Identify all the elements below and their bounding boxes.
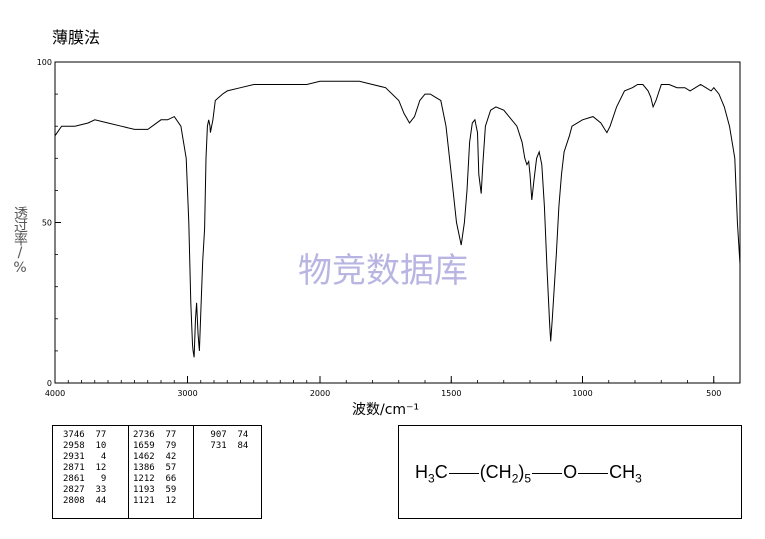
peak-row: 2871 12: [63, 463, 107, 473]
x-tick-label: 4000: [45, 389, 65, 398]
methyl-left: H3C: [415, 462, 448, 486]
peak-row: 907 74: [205, 430, 249, 440]
y-tick-label: 0: [47, 379, 52, 388]
peak-row: 1386 57: [133, 463, 177, 473]
peak-table-divider: [128, 426, 129, 518]
peak-row: 3746 77: [63, 430, 107, 440]
x-axis-label-text: 波数/cm⁻¹: [352, 402, 420, 418]
peak-row: 731 84: [205, 441, 249, 451]
peak-row: 1659 79: [133, 441, 177, 451]
peak-row: 2861 9: [63, 474, 107, 484]
ch2-group: (CH2)5: [479, 462, 532, 486]
peak-row: 2827 33: [63, 485, 107, 495]
x-tick-label: 500: [706, 389, 721, 398]
x-tick-label: 3000: [177, 389, 197, 398]
structure-box: H3C (CH2)5 O CH3: [398, 425, 742, 519]
peak-row: 2931 4: [63, 452, 107, 462]
y-axis-label: 透过率/%: [12, 206, 28, 275]
y-tick-label: 100: [37, 58, 52, 67]
x-axis-label: 波数/cm⁻¹: [352, 399, 419, 419]
peak-row: 2736 77: [133, 430, 177, 440]
peak-column-1: 3746 77 2958 10 2931 4 2871 12 2861 9 2827 33…: [63, 430, 106, 507]
peak-row: 2958 10: [63, 441, 107, 451]
bond-line: [532, 472, 563, 474]
peak-table: 3746 77 2958 10 2931 4 2871 12 2861 9 2827 33…: [52, 425, 262, 519]
peak-column-3: 907 74 731 84: [205, 430, 248, 452]
peak-row: 1121 12: [133, 496, 177, 506]
peak-column-2: 2736 77 1659 79 1462 42 1386 57 1212 66 1193 …: [133, 430, 176, 507]
y-tick-label: 50: [42, 219, 52, 228]
ch2-count: 5: [524, 471, 532, 486]
page-title: 薄膜法: [52, 28, 101, 47]
x-tick-label: 1500: [441, 389, 461, 398]
bond-line: [578, 472, 609, 474]
peak-row: 1193 59: [133, 485, 177, 495]
spectrum-line: [54, 80, 741, 358]
peak-row: 2808 44: [63, 496, 107, 506]
peak-row: 1212 66: [133, 474, 177, 484]
x-tick-label: 1000: [572, 389, 592, 398]
plot-frame: [54, 61, 741, 384]
structural-formula: H3C (CH2)5 O CH3: [415, 462, 642, 486]
methyl-right: CH3: [609, 462, 642, 486]
x-tick-label: 2000: [310, 389, 330, 398]
ir-spectrum-chart: 物竞数据库 4000 3000 2000 1500 1000 500 0 50 100: [37, 58, 741, 398]
peak-row: 1462 42: [133, 452, 177, 462]
oxygen-atom: O: [563, 462, 578, 482]
peak-table-divider: [193, 426, 194, 518]
bond-line: [448, 472, 479, 474]
watermark-text: 物竞数据库: [298, 251, 468, 291]
